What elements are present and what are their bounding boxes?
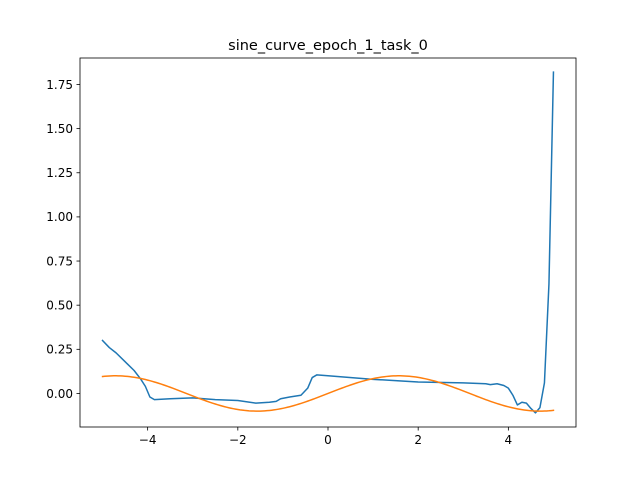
- x-tick-label: 0: [324, 433, 332, 447]
- x-tick-label: −4: [139, 433, 157, 447]
- y-tick-label: 1.50: [46, 122, 73, 136]
- y-tick-label: 1.25: [46, 166, 73, 180]
- x-tick-label: 2: [414, 433, 422, 447]
- series-layer: [101, 71, 555, 414]
- y-tick-label: 0.75: [46, 254, 73, 268]
- chart-title: sine_curve_epoch_1_task_0: [228, 38, 428, 54]
- y-tick-label: 0.25: [46, 343, 73, 357]
- x-tick-label: 4: [505, 433, 513, 447]
- y-tick-label: 1.00: [46, 210, 73, 224]
- y-tick-label: 0.50: [46, 298, 73, 312]
- axes-layer: −4 −2 0 2 4 0.00 0.25 0.50 0.75 1.00 1.25 1.50 1.75: [46, 57, 577, 447]
- y-tick-label: 0.00: [46, 387, 73, 401]
- x-tick-label: −2: [229, 433, 247, 447]
- series-line-0: [101, 71, 555, 414]
- series-line-1: [101, 375, 555, 412]
- y-tick-label: 1.75: [46, 78, 73, 92]
